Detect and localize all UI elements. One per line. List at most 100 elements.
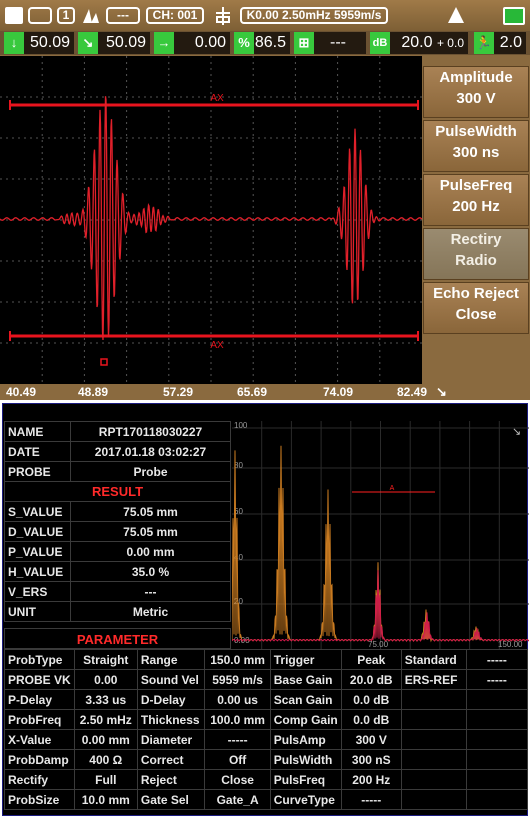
param-value: 0.00 mm [73, 729, 138, 750]
x-tick-label: 150.00 [498, 640, 523, 649]
db-icon: dB [370, 32, 390, 54]
param-label: ProbDamp [4, 749, 75, 770]
param-value: Close [204, 769, 271, 790]
param-label: D-Delay [136, 689, 206, 710]
unit-value: Metric [70, 601, 231, 622]
param-value: 300 nS [340, 749, 402, 770]
param-label: Comp Gain [269, 709, 342, 730]
y-tick-label: 80 [234, 461, 243, 470]
camera-icon[interactable] [28, 7, 52, 24]
param-value: 200 Hz [340, 769, 402, 790]
param-label [400, 749, 467, 770]
x-tick-label: 65.69 [237, 385, 268, 399]
channel-badge: 1 [57, 7, 75, 24]
gate-value: --- [314, 32, 366, 54]
x-tick-label: 48.89 [78, 385, 109, 399]
param-value [465, 789, 529, 810]
a-scan-display[interactable]: AX AX [0, 56, 423, 384]
param-label: ERS-REF [400, 669, 467, 690]
param-label: Scan Gain [269, 689, 342, 710]
param-value: 10.0 mm [73, 789, 138, 810]
s-value: 75.05 mm [70, 501, 231, 522]
table-row: ProbType Straight Range 150.0 mm Trigger Peak… [4, 649, 529, 670]
param-label: PulsFreq [269, 769, 342, 790]
table-row: Rectify Full Reject Close PulsFreq 200 Hz [4, 769, 529, 790]
table-row: S_VALUE 75.05 mm [4, 501, 231, 522]
param-value: 150.0 mm [204, 649, 271, 670]
param-label: Correct [136, 749, 206, 770]
resize-arrow-icon: ↘ [512, 426, 521, 438]
param-value: ----- [204, 729, 271, 750]
mode-badge: --- [106, 7, 140, 24]
param-value: 20.0 dB [340, 669, 402, 690]
table-row: ProbFreq 2.50 mHz Thickness 100.0 mm Comp Ga… [4, 709, 529, 730]
person-icon: 🏃 [474, 32, 494, 54]
x-tick-label: 75.00 [368, 640, 389, 649]
param-label [400, 729, 467, 750]
param-value: Off [204, 749, 271, 770]
param-value: ----- [340, 789, 402, 810]
table-row: UNIT Metric [4, 601, 231, 622]
rectify-button[interactable]: Rectiry Radio [423, 228, 529, 280]
measurement-bar: ↓ 50.09 ↘ 50.09 → 0.00 % 86.5 ⊞ --- dB 2… [0, 31, 530, 55]
name-label: NAME [4, 421, 71, 442]
inspection-report: NAME RPT170118030227 DATE 2017.01.18 03:02… [0, 403, 530, 817]
param-label [400, 709, 467, 730]
p-value: 0.00 mm [70, 541, 231, 562]
flaw-detector-screen: 1 --- CH: 001 K0.00 2.50mHz 5959m/s ↓ 50… [0, 0, 530, 400]
pulse-width-button[interactable]: PulseWidth 300 ns [423, 120, 529, 172]
param-label: ProbType [4, 649, 75, 670]
pulse-freq-button[interactable]: PulseFreq 200 Hz [423, 174, 529, 226]
warning-icon [448, 7, 464, 23]
side-menu: Amplitude 300 V PulseWidth 300 ns PulseFre… [422, 56, 530, 384]
param-label: Rectify [4, 769, 75, 790]
param-label: Standard [400, 649, 467, 670]
gate-label: A [390, 485, 395, 492]
echo-reject-button[interactable]: Echo Reject Close [423, 282, 529, 334]
table-row: H_VALUE 35.0 % [4, 561, 231, 582]
param-value [465, 689, 529, 710]
grid [0, 56, 422, 384]
channel-indicator: CH: 001 [146, 7, 204, 24]
param-label: Sound Vel [136, 669, 206, 690]
param-label: Base Gain [269, 669, 342, 690]
h-value: 35.0 % [70, 561, 231, 582]
param-label: PROBE VK [4, 669, 75, 690]
amplitude-percent-value: 86.5 [254, 32, 290, 54]
param-label: CurveType [269, 789, 342, 810]
table-row: ProbDamp 400 Ω Correct Off PulsWidth 300 nS [4, 749, 529, 770]
table-row: X-Value 0.00 mm Diameter ----- PulsAmp 300 V [4, 729, 529, 750]
param-value: Full [73, 769, 138, 790]
result-header: RESULT [4, 481, 231, 502]
d-value-label: D_VALUE [4, 521, 71, 542]
probe-value: Probe [70, 461, 231, 482]
param-value [465, 709, 529, 730]
parameter-table: ProbType Straight Range 150.0 mm Trigger Peak… [4, 649, 529, 810]
h-value-label: H_VALUE [4, 561, 71, 582]
step-value: 2.0 [494, 32, 526, 54]
v-ers-label: V_ERS [4, 581, 71, 602]
param-label [400, 789, 467, 810]
gate-label-bottom: AX [210, 340, 224, 351]
amplitude-button[interactable]: Amplitude 300 V [423, 66, 529, 118]
arrow-right-icon: → [154, 32, 174, 54]
gain-step: + 0.0 [436, 36, 464, 50]
x-tick-label: 82.49 [397, 385, 428, 399]
param-label: ProbSize [4, 789, 75, 810]
display-icon [5, 7, 23, 24]
s-value-label: S_VALUE [4, 501, 71, 522]
unit-label: UNIT [4, 601, 71, 622]
param-label: Diameter [136, 729, 206, 750]
param-label: PulsAmp [269, 729, 342, 750]
surface-distance-value: 0.00 [174, 32, 230, 54]
param-value: 3.33 us [73, 689, 138, 710]
param-value: Peak [340, 649, 402, 670]
table-row: NAME RPT170118030227 [4, 421, 231, 442]
param-value: 0.00 us [204, 689, 271, 710]
param-label: X-Value [4, 729, 75, 750]
y-tick-label: 60 [234, 507, 243, 516]
report-frame: NAME RPT170118030227 DATE 2017.01.18 03:02… [2, 403, 530, 816]
probe-label: PROBE [4, 461, 71, 482]
table-row: PROBE Probe [4, 461, 231, 482]
